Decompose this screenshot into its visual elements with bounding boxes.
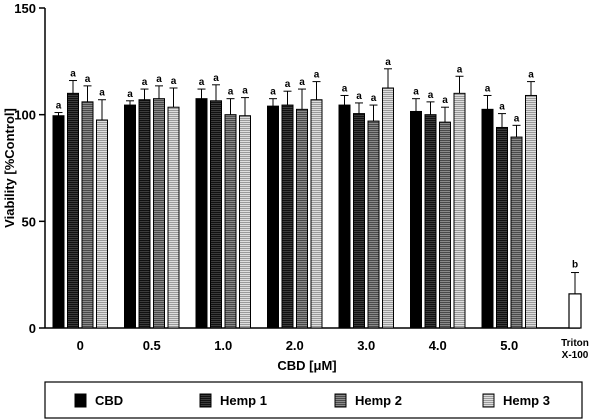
bar [239,115,251,329]
x-tick-label: 2.0 [286,338,304,353]
bar [67,92,79,329]
significance-label: a [56,101,62,112]
bar [52,115,65,329]
bar [153,98,165,329]
x-tick-label: Triton [561,338,589,349]
significance-label: a [270,87,276,98]
legend-swatch [74,393,87,408]
bar [353,113,365,329]
bar [525,94,537,329]
significance-label: a [342,83,348,94]
significance-label: a [228,87,234,98]
legend-swatch [199,393,212,408]
bar [338,104,351,329]
significance-label: a [528,70,534,81]
y-axis-title: Viability [%Control] [2,108,17,228]
legend-box [44,381,583,419]
bar [410,110,422,329]
significance-label: a [371,93,377,104]
bar [510,136,523,329]
significance-label: a [385,57,391,68]
bar [81,101,94,329]
significance-label: a [285,79,291,90]
significance-label: a [413,87,419,98]
bar [167,106,180,329]
significance-label: a [171,76,177,87]
x-tick-label: 0 [77,338,84,353]
significance-label: a [499,102,505,113]
bars [52,68,582,329]
x-tick-label: 1.0 [214,338,232,353]
bar [481,108,494,329]
significance-label: a [127,89,133,100]
significance-label: a [457,64,463,75]
bar [281,104,294,329]
y-tick-label: 150 [14,1,36,16]
legend: CBD Hemp 1 Hemp 2 Hemp 3 [44,381,583,419]
legend-label: CBD [95,393,123,408]
legend-swatch [482,393,495,408]
bar [138,99,151,329]
x-tick-label: 3.0 [357,338,375,353]
bar [310,99,323,329]
legend-label: Hemp 2 [355,393,402,408]
legend-label: Hemp 3 [503,393,550,408]
y-tick-label: 100 [14,108,36,123]
bar [96,119,108,329]
y-tick-label: 50 [22,214,36,229]
bar [439,121,451,329]
significance-label: a [70,69,76,80]
bar [453,92,466,329]
bar [124,104,136,329]
x-tick-label: 4.0 [429,338,447,353]
bar [224,114,237,329]
significance-label: a [314,70,320,81]
x-axis-title: CBD [μM] [277,358,336,373]
significance-label: a [156,74,162,85]
significance-label: a [442,95,448,106]
x-tick-label: 5.0 [500,338,518,353]
significance-label: a [213,73,219,84]
significance-label: a [199,77,205,88]
bar [296,108,308,329]
significance-label: a [514,113,520,124]
bar [267,105,279,329]
significance-label: a [428,90,434,101]
bar-control [568,293,582,329]
bar [195,98,208,329]
significance-label: a [299,77,305,88]
legend-swatch [334,393,347,408]
bar [382,87,394,329]
bar [367,120,380,329]
legend-label: Hemp 1 [220,393,267,408]
x-tick-label: 0.5 [143,338,161,353]
bar [424,114,437,329]
significance-label: a [242,86,248,97]
bar [210,100,222,329]
significance-label: b [572,260,578,271]
significance-label: a [485,83,491,94]
significance-label: a [356,91,362,102]
y-tick-label: 0 [29,321,36,336]
significance-label: a [85,74,91,85]
x-tick-label: X-100 [562,350,589,361]
significance-label: a [142,77,148,88]
bar [496,126,508,329]
significance-label: a [99,88,105,99]
